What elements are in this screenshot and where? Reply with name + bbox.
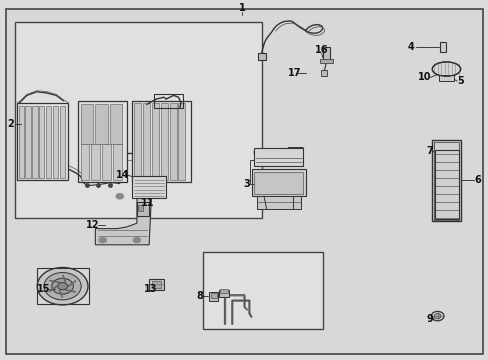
- Bar: [25, 106, 31, 178]
- Bar: [143, 103, 150, 180]
- Bar: [95, 104, 107, 144]
- Bar: [258, 53, 265, 60]
- Bar: [209, 292, 218, 301]
- Ellipse shape: [430, 311, 443, 321]
- Polygon shape: [255, 173, 302, 194]
- Ellipse shape: [433, 314, 440, 319]
- Text: 14: 14: [115, 170, 129, 180]
- Bar: [132, 101, 190, 182]
- Bar: [203, 252, 322, 329]
- Bar: [17, 103, 68, 180]
- Bar: [19, 106, 24, 178]
- Text: 5: 5: [456, 76, 463, 86]
- Bar: [53, 106, 58, 178]
- Bar: [254, 148, 303, 166]
- Bar: [254, 172, 303, 194]
- Text: 11: 11: [141, 198, 154, 208]
- Text: 12: 12: [86, 220, 100, 230]
- Bar: [91, 144, 100, 180]
- Bar: [322, 47, 329, 61]
- Polygon shape: [95, 193, 151, 245]
- Text: 1: 1: [238, 3, 245, 13]
- Text: 7: 7: [425, 146, 432, 156]
- Bar: [60, 106, 65, 178]
- Text: 4: 4: [407, 42, 413, 52]
- Text: 17: 17: [287, 68, 301, 78]
- Bar: [81, 144, 89, 180]
- Bar: [431, 140, 460, 221]
- Polygon shape: [254, 148, 303, 157]
- Ellipse shape: [44, 273, 81, 300]
- Text: 8: 8: [196, 291, 203, 301]
- Bar: [81, 104, 93, 144]
- Bar: [219, 290, 228, 297]
- Bar: [439, 42, 445, 52]
- Bar: [434, 150, 458, 219]
- Text: 10: 10: [417, 72, 430, 82]
- Bar: [320, 59, 332, 63]
- Bar: [251, 169, 305, 196]
- Bar: [102, 144, 111, 180]
- Bar: [154, 94, 183, 108]
- Bar: [211, 293, 217, 298]
- Bar: [46, 106, 51, 178]
- Ellipse shape: [52, 278, 73, 294]
- Bar: [161, 103, 167, 180]
- Bar: [438, 75, 453, 81]
- Text: 9: 9: [426, 314, 433, 324]
- Bar: [151, 281, 161, 288]
- Bar: [320, 70, 326, 76]
- Bar: [39, 106, 44, 178]
- Bar: [169, 103, 176, 180]
- Bar: [152, 103, 159, 180]
- Bar: [134, 103, 141, 180]
- Bar: [113, 144, 122, 180]
- Circle shape: [133, 237, 141, 243]
- Bar: [149, 279, 163, 290]
- Bar: [78, 101, 127, 182]
- Bar: [15, 22, 261, 218]
- Bar: [32, 106, 38, 178]
- Bar: [256, 196, 300, 209]
- Circle shape: [99, 237, 106, 243]
- Text: 15: 15: [37, 284, 51, 294]
- Bar: [138, 205, 143, 211]
- Circle shape: [116, 193, 123, 199]
- Text: 2: 2: [7, 119, 14, 129]
- Bar: [132, 176, 166, 198]
- Ellipse shape: [37, 267, 88, 305]
- Bar: [178, 103, 185, 180]
- Bar: [137, 202, 149, 216]
- Ellipse shape: [431, 62, 460, 76]
- Text: 6: 6: [474, 175, 481, 185]
- Bar: [220, 289, 227, 293]
- Text: 13: 13: [143, 284, 157, 294]
- Bar: [110, 104, 122, 144]
- Text: 3: 3: [243, 179, 250, 189]
- Ellipse shape: [58, 283, 67, 290]
- Text: 16: 16: [314, 45, 328, 55]
- Bar: [433, 142, 458, 220]
- Bar: [37, 268, 89, 304]
